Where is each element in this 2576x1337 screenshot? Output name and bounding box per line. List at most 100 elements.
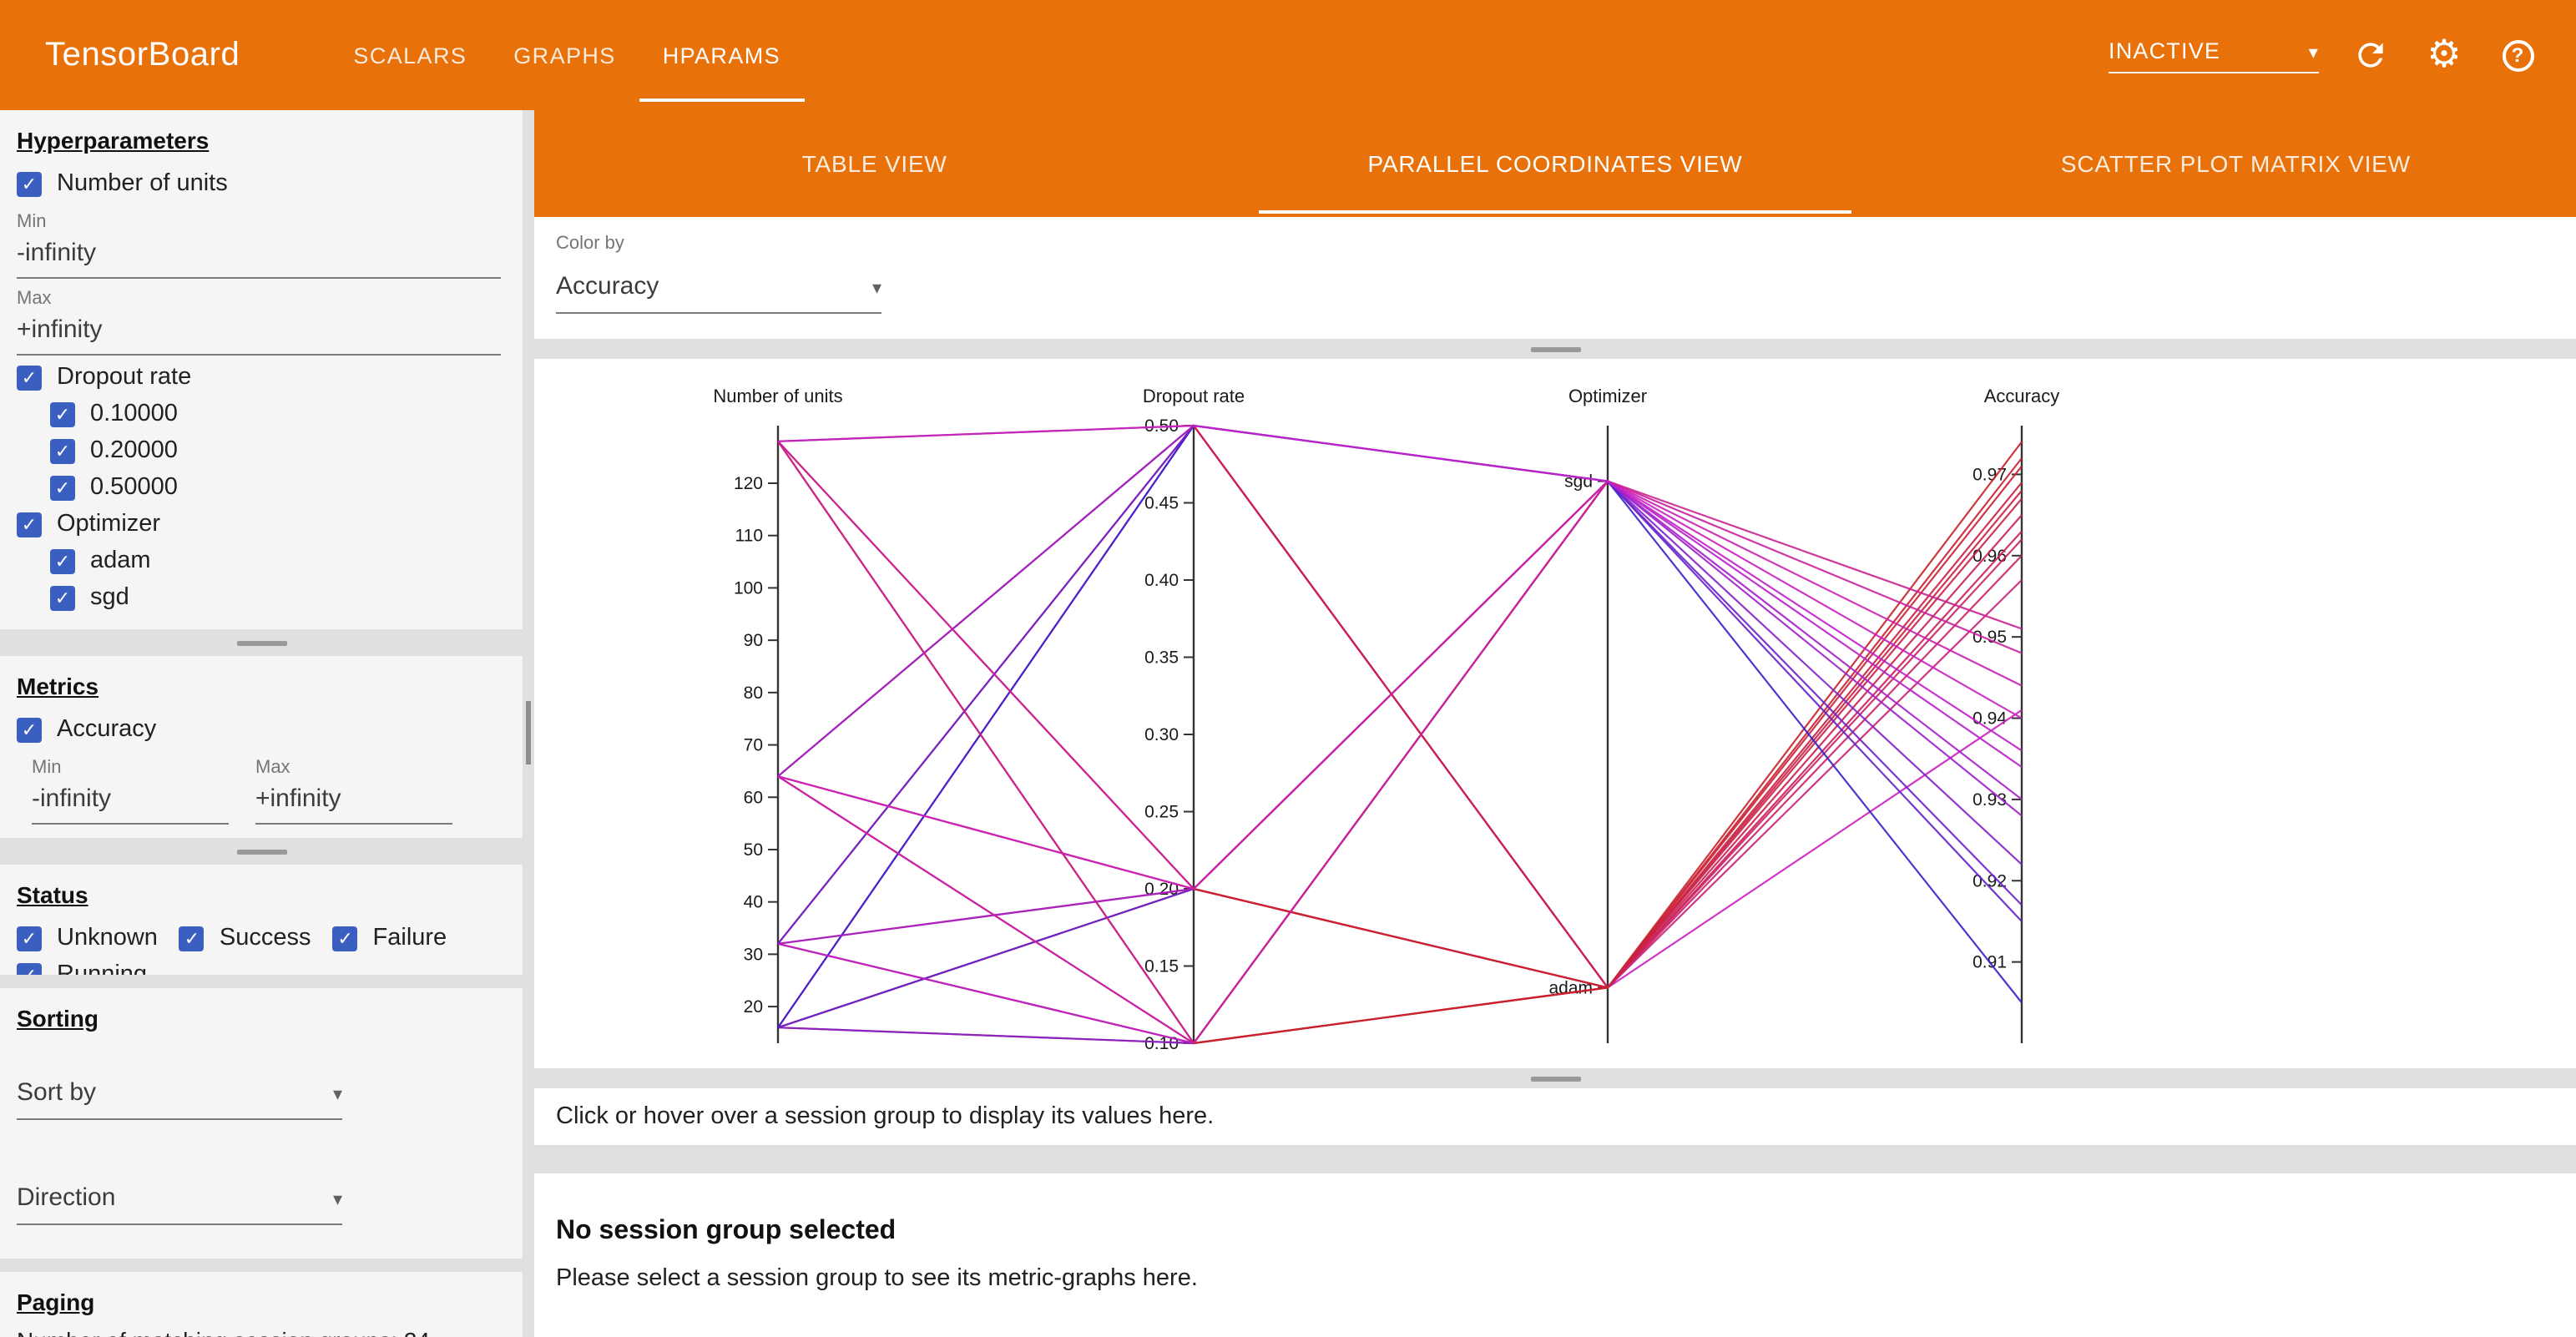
session-details-card: No session group selected Please select … xyxy=(534,1173,2576,1337)
help-icon xyxy=(2502,39,2533,71)
sorting-section: Sorting Sort by Direction xyxy=(0,988,523,1259)
units-min-input[interactable]: -infinity xyxy=(17,235,501,279)
checkbox-label: 0.20000 xyxy=(90,437,178,464)
metric-minmax-row: Min -infinity Max +infinity xyxy=(17,748,506,825)
parallel-coordinates-chart[interactable]: Number of units 20 30 40 50 60 70 80 90 100 110 120… xyxy=(534,359,2576,1068)
refresh-button[interactable] xyxy=(2349,33,2392,77)
metric-min-input[interactable]: -infinity xyxy=(32,781,229,825)
svg-text:0.25: 0.25 xyxy=(1144,803,1179,822)
checkbox-label: 0.10000 xyxy=(90,401,178,427)
session-values-hint-card: Click or hover over a session group to d… xyxy=(534,1088,2576,1145)
paging-heading: Paging xyxy=(17,1289,95,1315)
checkbox-status-success[interactable]: Success xyxy=(179,920,311,956)
svg-text:40: 40 xyxy=(744,893,763,912)
checkbox-label: sgd xyxy=(90,584,129,611)
nav-tab-hparams[interactable]: HPARAMS xyxy=(639,0,804,110)
app-title: TensorBoard xyxy=(45,36,240,73)
nav-tab-scalars[interactable]: SCALARS xyxy=(330,0,490,110)
metrics-heading: Metrics xyxy=(17,673,99,699)
drag-handle[interactable] xyxy=(236,849,286,854)
view-tab-label: SCATTER PLOT MATRIX VIEW xyxy=(2060,150,2411,177)
checkbox-status-failure[interactable]: Failure xyxy=(332,920,447,956)
checkbox-optimizer-sgd[interactable]: sgd xyxy=(50,579,506,616)
checkbox-label: adam xyxy=(90,547,151,574)
svg-text:Accuracy: Accuracy xyxy=(1984,386,2059,406)
checkbox-label: Success xyxy=(219,925,311,951)
settings-button[interactable] xyxy=(2422,33,2466,77)
app-body: Hyperparameters Number of units Min -inf… xyxy=(0,110,2576,1337)
sidebar-splitter xyxy=(0,629,523,656)
svg-text:70: 70 xyxy=(744,736,763,755)
chevron-down-icon xyxy=(872,272,881,300)
drag-handle[interactable] xyxy=(236,640,286,645)
metric-min-field: Min -infinity xyxy=(32,748,229,825)
checkbox-label: Number of units xyxy=(57,170,228,197)
checkbox-number-of-units[interactable]: Number of units xyxy=(17,165,506,202)
svg-text:0.93: 0.93 xyxy=(1972,790,2007,810)
checkbox-checked-icon xyxy=(17,512,42,537)
checkbox-label: 0.50000 xyxy=(90,474,178,501)
metric-max-input[interactable]: +infinity xyxy=(255,781,452,825)
checkbox-checked-icon xyxy=(332,926,358,951)
help-button[interactable] xyxy=(2496,33,2539,77)
svg-text:100: 100 xyxy=(734,578,763,598)
status-section: Status Unknown Success Failure xyxy=(0,865,523,975)
svg-text:Number of units: Number of units xyxy=(713,386,842,406)
checkbox-status-running[interactable]: Running xyxy=(17,956,506,975)
checkbox-dropout-rate[interactable]: Dropout rate xyxy=(17,359,506,396)
min-label: Min xyxy=(32,758,62,778)
checkbox-optimizer-adam[interactable]: adam xyxy=(50,542,506,579)
checkbox-checked-icon xyxy=(17,962,42,975)
gear-icon xyxy=(2427,36,2461,74)
color-by-label: Color by xyxy=(556,234,624,254)
max-label: Max xyxy=(17,289,52,309)
parallel-coordinates-card: Number of units 20 30 40 50 60 70 80 90 100 110 120… xyxy=(534,359,2576,1068)
run-status-value: INACTIVE xyxy=(2109,38,2221,63)
tab-table-view[interactable]: TABLE VIEW xyxy=(534,110,1215,217)
sort-by-dropdown[interactable]: Sort by xyxy=(17,1072,342,1120)
checkbox-status-unknown[interactable]: Unknown xyxy=(17,920,158,956)
drag-handle[interactable] xyxy=(1530,1076,1580,1081)
hint-text: Click or hover over a session group to d… xyxy=(556,1103,1215,1130)
checkbox-accuracy[interactable]: Accuracy xyxy=(17,711,506,748)
svg-text:0.97: 0.97 xyxy=(1972,465,2007,484)
checkbox-dropout-020[interactable]: 0.20000 xyxy=(50,432,506,469)
header-actions: INACTIVE xyxy=(2109,33,2539,77)
chevron-down-icon xyxy=(333,1183,342,1212)
checkbox-checked-icon xyxy=(17,717,42,742)
view-tab-label: PARALLEL COORDINATES VIEW xyxy=(1367,150,1743,177)
svg-text:120: 120 xyxy=(734,474,763,493)
run-status-dropdown[interactable]: INACTIVE xyxy=(2109,38,2319,73)
nav-tab-label: SCALARS xyxy=(353,43,467,68)
checkbox-checked-icon xyxy=(50,585,75,610)
units-min-field: Min -infinity xyxy=(17,212,506,279)
checkbox-optimizer[interactable]: Optimizer xyxy=(17,506,506,542)
svg-text:80: 80 xyxy=(744,684,763,703)
checkbox-dropout-050[interactable]: 0.50000 xyxy=(50,469,506,506)
svg-text:90: 90 xyxy=(744,631,763,650)
tab-scatter-plot-matrix-view[interactable]: SCATTER PLOT MATRIX VIEW xyxy=(1896,110,2576,217)
color-by-value: Accuracy xyxy=(556,272,659,300)
color-by-dropdown[interactable]: Accuracy xyxy=(556,265,881,314)
max-label: Max xyxy=(255,758,290,778)
svg-text:0.95: 0.95 xyxy=(1972,628,2007,647)
svg-text:50: 50 xyxy=(744,840,763,860)
drag-handle[interactable] xyxy=(1530,346,1580,351)
checkbox-label: Failure xyxy=(372,925,447,951)
svg-text:0.40: 0.40 xyxy=(1144,571,1179,590)
checkbox-dropout-010[interactable]: 0.10000 xyxy=(50,396,506,432)
nav-tab-graphs[interactable]: GRAPHS xyxy=(490,0,639,110)
svg-text:adam: adam xyxy=(1548,978,1593,997)
checkbox-label: Running xyxy=(57,961,148,975)
svg-text:0.15: 0.15 xyxy=(1144,957,1179,976)
sorting-heading: Sorting xyxy=(17,1005,98,1032)
tab-parallel-coordinates-view[interactable]: PARALLEL COORDINATES VIEW xyxy=(1215,110,1895,217)
units-max-input[interactable]: +infinity xyxy=(17,312,501,356)
checkbox-label: Accuracy xyxy=(57,716,157,743)
svg-text:60: 60 xyxy=(744,788,763,807)
checkbox-label: Dropout rate xyxy=(57,364,192,391)
sidebar-gap xyxy=(0,975,523,988)
direction-dropdown[interactable]: Direction xyxy=(17,1177,342,1225)
drag-handle-vertical[interactable] xyxy=(526,701,531,764)
